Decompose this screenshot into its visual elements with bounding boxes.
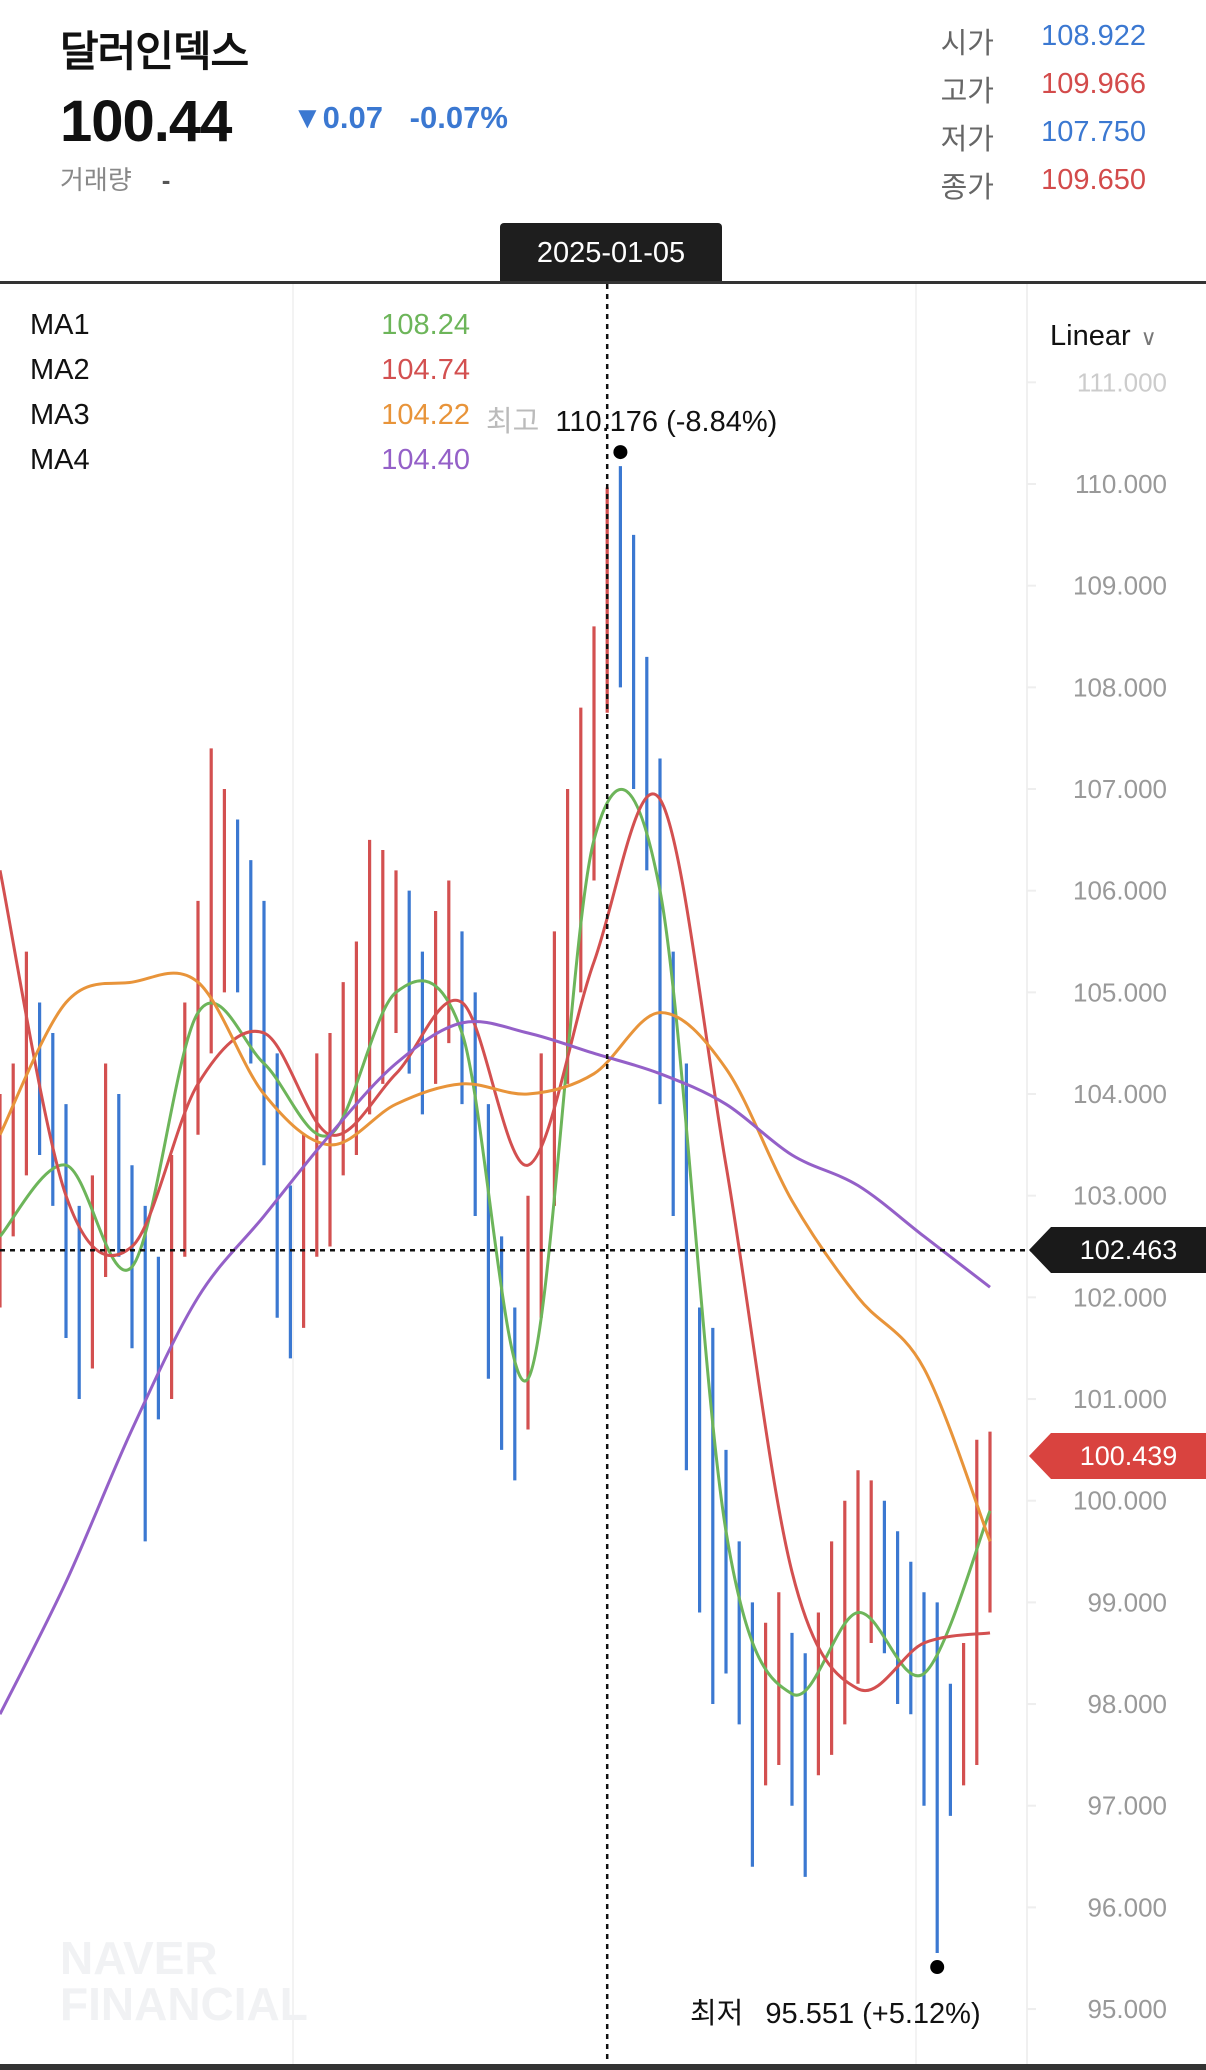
volume-value: - [161,165,171,195]
low-annotation: 최저 95.551 (+5.12%) [690,1990,981,2032]
ohlc-row: 저가 107.750 [941,116,1146,158]
crosshair-price-tag: 102.463 [1029,1227,1206,1273]
ma-line-ma1 [0,788,992,1697]
ohlc-row: 종가 109.650 [941,164,1146,206]
scale-mode-dropdown[interactable]: Linear ∨ [1050,320,1157,353]
y-tick-label: 111.000 [1077,367,1167,397]
ma-line-ma3 [0,971,992,1542]
y-tick-label: 98.000 [1087,1689,1167,1719]
scale-mode-label: Linear [1050,320,1131,352]
ma-value: 104.22 [381,399,470,431]
y-tick-label: 97.000 [1087,1791,1167,1821]
ma-value: 104.74 [381,354,470,386]
y-tick-label: 103.000 [1073,1181,1167,1211]
y-tick-label: 101.000 [1073,1384,1167,1414]
y-tick-label: 96.000 [1087,1892,1167,1922]
current-price: 100.44 [60,89,232,154]
ohlc-label: 고가 [940,76,994,108]
ma-legend-item: MA2 104.74 [30,354,470,387]
low-value: 95.551 (+5.12%) [765,1998,981,2030]
y-tick-label: 95.000 [1087,1994,1167,2024]
ma-legend-item: MA4 104.40 [30,444,470,477]
y-tick-label: 106.000 [1073,876,1167,906]
change-percent: -0.07% [409,100,508,135]
ma-value: 104.40 [381,444,470,476]
volume: 거래량 - [60,160,170,197]
change-value: ▼0.07 [292,100,384,135]
ma-line-ma4 [0,1019,991,1715]
high-marker-dot [613,445,628,460]
ma-line-ma2 [0,792,991,1693]
ohlc-value: 109.966 [1041,68,1146,100]
y-tick-label: 104.000 [1073,1079,1167,1109]
ohlc-value: 108.922 [1041,20,1146,52]
y-tick-label: 110.000 [1075,469,1167,499]
last-price-tag: 100.439 [1029,1433,1206,1479]
ma-legend-item: MA3 104.22 [30,399,470,432]
ohlc-label: 시가 [940,28,994,60]
chevron-down-icon: ∨ [1140,325,1157,350]
y-tick-label: 105.000 [1073,977,1167,1007]
ma-label: MA3 [30,399,90,431]
high-label: 최고 [486,406,540,438]
watermark-line: FINANCIAL [60,1978,308,2030]
ohlc-value: 107.750 [1041,116,1146,148]
y-tick-label: 109.000 [1073,571,1167,601]
low-label: 최저 [690,1998,744,2030]
ma-value: 108.24 [381,309,470,341]
y-tick-label: 99.000 [1087,1587,1167,1617]
ohlc-value: 109.650 [1041,164,1146,196]
volume-label: 거래량 [60,165,132,195]
ma-label: MA1 [30,309,90,341]
naver-financial-watermark: NAVER FINANCIAL [60,1935,308,2027]
ohlc-label: 종가 [940,172,994,204]
chart-bottom-border [0,2064,1206,2070]
price-change: ▼0.07 -0.07% [292,100,508,136]
ma-label: MA2 [30,354,90,386]
price-chart[interactable]: 111.000 110.000 109.000 108.000 107.000 106.0… [0,284,1206,2064]
low-marker-dot [930,1960,945,1975]
ma-label: MA4 [30,444,90,476]
y-tick-label: 107.000 [1073,774,1167,804]
instrument-title: 달러인덱스 [60,28,249,75]
watermark-line: NAVER [60,1932,218,1984]
y-tick-label: 108.000 [1073,672,1167,702]
ohlc-row: 시가 108.922 [941,20,1146,62]
ohlc-row: 고가 109.966 [941,68,1146,110]
chart-top-border [0,281,1206,284]
crosshair-date-label: 2025-01-05 [500,223,722,283]
y-tick-label: 100.000 [1073,1486,1167,1516]
high-annotation: 최고 110.176 (-8.84%) [486,398,777,440]
y-tick-label: 102.000 [1073,1282,1167,1312]
high-value: 110.176 (-8.84%) [555,406,778,438]
ma-legend-item: MA1 108.24 [30,309,470,342]
ohlc-label: 저가 [940,124,994,156]
